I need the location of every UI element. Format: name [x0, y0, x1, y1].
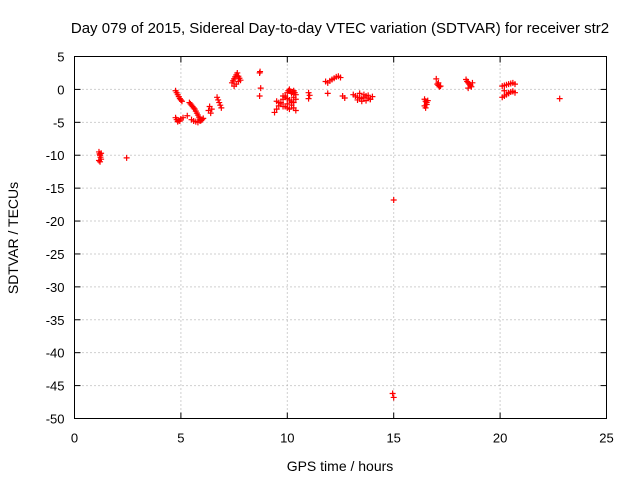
data-point	[367, 96, 374, 103]
data-point	[505, 89, 512, 96]
data-point	[97, 158, 104, 165]
data-point	[280, 103, 287, 110]
data-point	[337, 74, 344, 81]
y-tick-label: -35	[46, 313, 65, 328]
data-point	[511, 81, 518, 88]
data-point	[235, 78, 242, 85]
y-tick-label: -20	[46, 214, 65, 229]
data-point	[284, 100, 291, 107]
y-tick-label: -10	[46, 148, 65, 163]
data-point	[123, 154, 130, 161]
y-axis-label: SDTVAR / TECUs	[5, 182, 21, 294]
data-point	[207, 110, 214, 117]
data-point	[436, 83, 443, 90]
data-point	[433, 75, 440, 82]
x-tick-label: 10	[280, 431, 294, 446]
data-point	[324, 90, 331, 97]
data-point	[98, 150, 105, 157]
data-point	[197, 118, 204, 125]
data-point	[286, 106, 293, 113]
data-point	[257, 68, 264, 75]
data-point	[98, 156, 105, 163]
data-point	[218, 104, 225, 111]
data-point	[423, 101, 430, 108]
x-axis-label: GPS time / hours	[287, 458, 394, 474]
data-point	[256, 92, 263, 99]
y-tick-label: 0	[57, 82, 64, 97]
data-point	[360, 91, 367, 98]
y-tick-label: -15	[46, 181, 65, 196]
grid-lines	[74, 56, 607, 419]
x-tick-label: 5	[177, 431, 184, 446]
data-point	[422, 104, 429, 111]
data-point	[271, 109, 278, 116]
data-point	[356, 90, 363, 97]
plot-frame	[74, 56, 607, 419]
x-tick-label: 25	[599, 431, 613, 446]
data-point	[501, 87, 508, 94]
data-point	[288, 99, 295, 106]
data-point	[365, 92, 372, 99]
data-point	[467, 81, 474, 88]
data-point	[390, 196, 397, 203]
data-point	[234, 69, 241, 76]
data-point	[177, 96, 184, 103]
y-tick-label: -5	[53, 115, 65, 130]
x-tick-label: 15	[386, 431, 400, 446]
data-point	[389, 390, 396, 397]
x-tick-label: 0	[71, 431, 78, 446]
data-point	[354, 96, 361, 103]
data-point	[273, 106, 280, 113]
y-tick-label: -30	[46, 280, 65, 295]
data-point	[257, 85, 264, 92]
y-tick-label: -45	[46, 379, 65, 394]
y-tick-label: -25	[46, 247, 65, 262]
data-point	[184, 112, 191, 119]
data-point	[190, 104, 197, 111]
data-point	[306, 92, 313, 99]
data-point	[180, 114, 187, 121]
data-point	[208, 106, 215, 113]
data-points	[95, 68, 563, 401]
axis-ticks	[74, 56, 607, 419]
y-tick-label: -50	[46, 412, 65, 427]
data-point	[292, 107, 299, 114]
data-point	[435, 79, 442, 86]
data-point	[358, 98, 365, 105]
x-tick-label: 20	[493, 431, 507, 446]
data-point	[214, 94, 221, 101]
y-tick-label: 5	[57, 50, 64, 65]
tick-labels: 0 5 10 15 20 25 5 0 -5 -10 -15 -20 -25 -30 -35 -40 -45 -5…	[46, 50, 614, 446]
data-point	[216, 99, 223, 106]
data-point	[509, 88, 516, 95]
data-point	[217, 102, 224, 109]
chart-title: Day 079 of 2015, Sidereal Day-to-day VTE…	[71, 20, 609, 37]
data-point	[290, 94, 297, 101]
y-tick-label: -40	[46, 346, 65, 361]
data-point	[424, 97, 431, 104]
data-point	[437, 83, 444, 90]
data-point	[200, 115, 207, 122]
data-point	[178, 98, 185, 105]
data-point	[465, 85, 472, 92]
data-point	[363, 97, 370, 104]
data-point	[556, 95, 563, 102]
data-point	[341, 94, 348, 101]
data-point	[215, 96, 222, 103]
data-point	[390, 394, 397, 401]
data-point	[305, 95, 312, 102]
data-point	[305, 89, 312, 96]
